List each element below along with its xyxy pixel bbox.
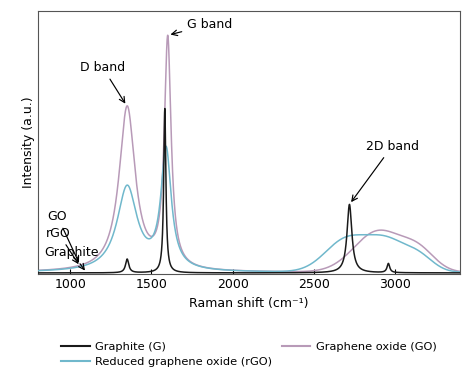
Text: Graphite: Graphite: [45, 246, 99, 269]
Y-axis label: Intensity (a.u.): Intensity (a.u.): [22, 97, 35, 188]
Text: 2D band: 2D band: [352, 140, 419, 201]
Legend: Graphite (G), Reduced graphene oxide (rGO), Graphene oxide (GO): Graphite (G), Reduced graphene oxide (rG…: [57, 337, 441, 372]
Text: D band: D band: [80, 61, 125, 103]
Text: rGO: rGO: [46, 226, 78, 263]
Text: GO: GO: [48, 210, 79, 261]
X-axis label: Raman shift (cm⁻¹): Raman shift (cm⁻¹): [189, 297, 309, 310]
Text: G band: G band: [172, 18, 232, 36]
